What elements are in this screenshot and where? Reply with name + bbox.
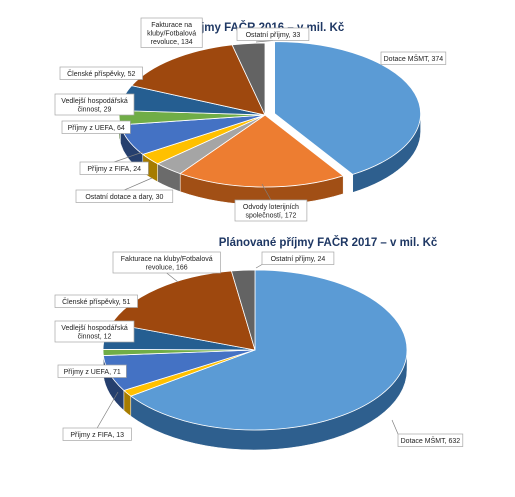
slice-label: Ostatní dotace a dary, 30: [75, 177, 174, 203]
label-box: [61, 120, 131, 134]
pie-2017: [102, 269, 408, 451]
label-box: [54, 320, 135, 343]
slice-label-text: Dotace MŠMT, 374: [384, 54, 444, 63]
label-box: [234, 199, 308, 222]
slice-label-text: Příjmy z UEFA, 71: [64, 369, 121, 376]
label-leader-line: [261, 183, 272, 201]
slice-label-text: Dotace MŠMT, 632: [401, 436, 461, 445]
label-leader-line: [96, 391, 119, 429]
label-box: [79, 161, 149, 175]
slice-label: Příjmy z UEFA, 64: [61, 120, 131, 134]
slice-label-text: Vedlejší hospodářská: [61, 325, 128, 332]
slice-label-text: společností, 172: [245, 213, 296, 220]
pie-slice: [230, 269, 256, 351]
label-box: [59, 66, 143, 80]
label-box: [397, 433, 464, 447]
pie-slice: [231, 42, 266, 116]
label-box: [380, 51, 447, 65]
label-leader-line: [114, 151, 144, 163]
pie-2016: [118, 41, 421, 206]
pie-slice: [129, 269, 408, 431]
slice-label-text: Ostatní dotace a dary, 30: [85, 194, 163, 201]
slice-label-text: revoluce, 134: [151, 39, 193, 46]
slice-label-text: Fakturace na kluby/Fotbalová: [121, 256, 213, 263]
slice-label: Odvody loterijních společností, 172: [234, 183, 308, 222]
slice-label-text: Příjmy z FIFA, 13: [70, 432, 124, 439]
slice-label-text: revoluce, 166: [146, 265, 188, 272]
slice-label: Dotace MŠMT, 374: [380, 51, 447, 65]
slice-label-text: činnost, 12: [78, 334, 112, 341]
label-leader-line: [255, 264, 263, 269]
slice-label: Členské příspěvky, 52: [59, 66, 143, 80]
label-box: [261, 251, 335, 265]
label-box: [54, 294, 138, 308]
label-box: [112, 251, 221, 274]
label-box: [236, 27, 310, 41]
pie-slice: [274, 41, 421, 175]
slice-label: Členské příspěvky, 51: [54, 294, 138, 308]
slice-label: Vedlejší hospodářská činnost, 29: [54, 93, 135, 116]
slice-label: Dotace MŠMT, 632: [391, 419, 464, 447]
slice-labels: Dotace MŠMT, 374 Odvody loterijních společ…: [54, 17, 464, 447]
slice-label: Příjmy z FIFA, 13: [62, 391, 132, 441]
label-leader-line: [391, 419, 399, 435]
slice-label-text: Vedlejší hospodářská: [61, 98, 128, 105]
chart-title-2017: Plánované příjmy FAČR 2017 – v mil. Kč: [219, 236, 438, 249]
label-leader-line: [124, 177, 153, 191]
label-box: [75, 189, 174, 203]
slice-label: Příjmy z UEFA, 71: [57, 364, 127, 378]
label-box: [140, 17, 203, 48]
slice-label-text: Příjmy z UEFA, 64: [68, 125, 125, 132]
slice-label: Fakturace na kluby/Fotbalová revoluce, 16…: [112, 251, 221, 283]
slice-label: Vedlejší hospodářská činnost, 12: [54, 320, 135, 343]
slice-label-text: Ostatní příjmy, 33: [246, 32, 301, 39]
pie-slice: [130, 44, 266, 116]
slice-label-text: Fakturace na: [151, 22, 192, 29]
label-box: [57, 364, 127, 378]
slice-label: Ostatní příjmy, 33: [236, 27, 310, 43]
slice-label-text: činnost, 29: [78, 107, 112, 114]
slice-label-text: Členské příspěvky, 52: [67, 69, 135, 78]
slice-label-text: kluby/Fotbalová: [147, 31, 196, 38]
slice-label-text: Odvody loterijních: [243, 204, 299, 211]
slice-label-text: Příjmy z FIFA, 24: [87, 166, 141, 173]
label-box: [62, 427, 132, 441]
pie-slice: [179, 114, 345, 188]
label-leader-line: [166, 272, 179, 283]
slice-label-text: Ostatní příjmy, 24: [271, 256, 326, 263]
slice-label: Příjmy z FIFA, 24: [79, 151, 149, 175]
slice-label: Ostatní příjmy, 24: [255, 251, 335, 269]
slice-label-text: Členské příspěvky, 51: [62, 297, 130, 306]
label-box: [54, 93, 135, 116]
